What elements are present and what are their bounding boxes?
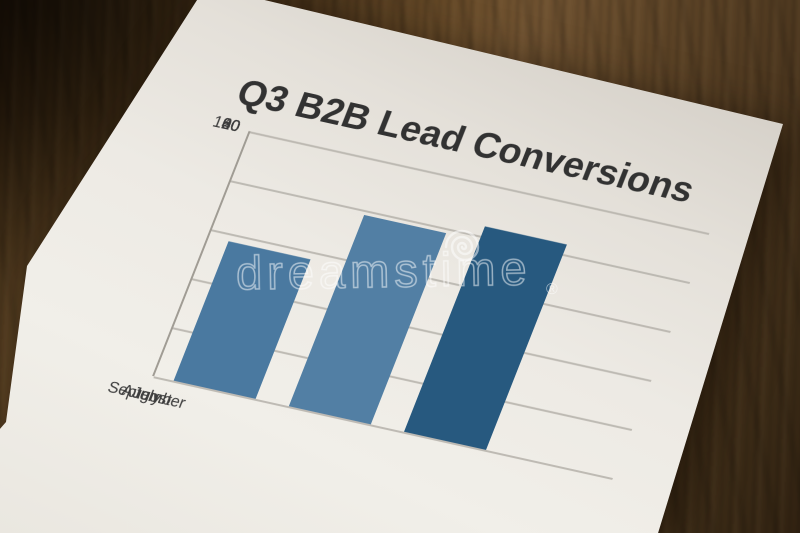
watermark-spiral-icon — [444, 229, 480, 262]
x-tick-label-september: September — [105, 379, 188, 413]
watermark-registered-mark: ® — [546, 281, 558, 298]
watermark-text: dreamstime — [235, 241, 533, 301]
